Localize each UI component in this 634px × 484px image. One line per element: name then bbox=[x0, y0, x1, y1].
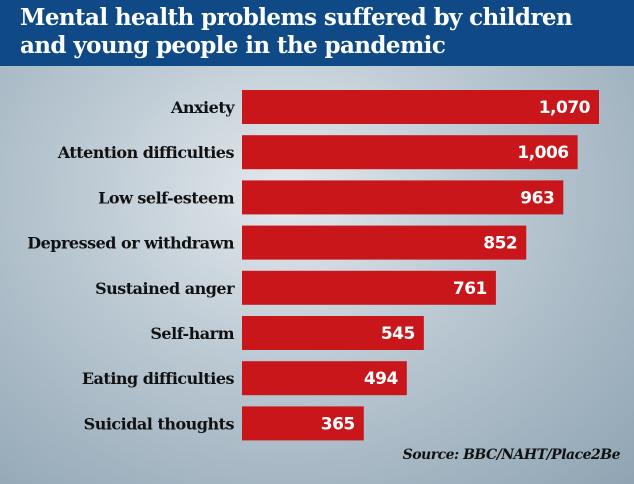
bar bbox=[242, 316, 424, 350]
bar bbox=[242, 225, 527, 260]
category-label: Attention difficulties bbox=[57, 143, 235, 162]
bar bbox=[242, 361, 407, 396]
bar bbox=[242, 135, 578, 170]
category-label: Anxiety bbox=[170, 98, 235, 117]
category-label: Low self-esteem bbox=[98, 188, 234, 207]
source-note: Source: BBC/NAHT/Place2Be bbox=[402, 447, 621, 463]
bar bbox=[242, 90, 599, 124]
category-label: Suicidal thoughts bbox=[84, 414, 235, 433]
value-label: 365 bbox=[321, 414, 355, 434]
value-label: 494 bbox=[364, 369, 399, 389]
category-label: Sustained anger bbox=[95, 279, 235, 298]
category-label: Depressed or withdrawn bbox=[27, 234, 235, 253]
value-label: 761 bbox=[453, 279, 487, 299]
bar bbox=[242, 180, 564, 215]
category-label: Eating difficulties bbox=[82, 369, 235, 388]
chart-title: Mental health problems suffered by child… bbox=[20, 4, 573, 59]
value-label: 1,070 bbox=[539, 98, 591, 118]
value-label: 852 bbox=[483, 234, 517, 254]
value-label: 1,006 bbox=[517, 143, 568, 163]
bar bbox=[242, 406, 364, 441]
bar-chart: Anxiety 1,070 Attention difficulties 1,006 L… bbox=[27, 90, 599, 441]
bar bbox=[242, 270, 496, 305]
category-label: Self-harm bbox=[150, 324, 234, 343]
title-banner: Mental health problems suffered by child… bbox=[0, 0, 634, 66]
value-label: 545 bbox=[381, 324, 415, 344]
value-label: 963 bbox=[520, 188, 554, 208]
